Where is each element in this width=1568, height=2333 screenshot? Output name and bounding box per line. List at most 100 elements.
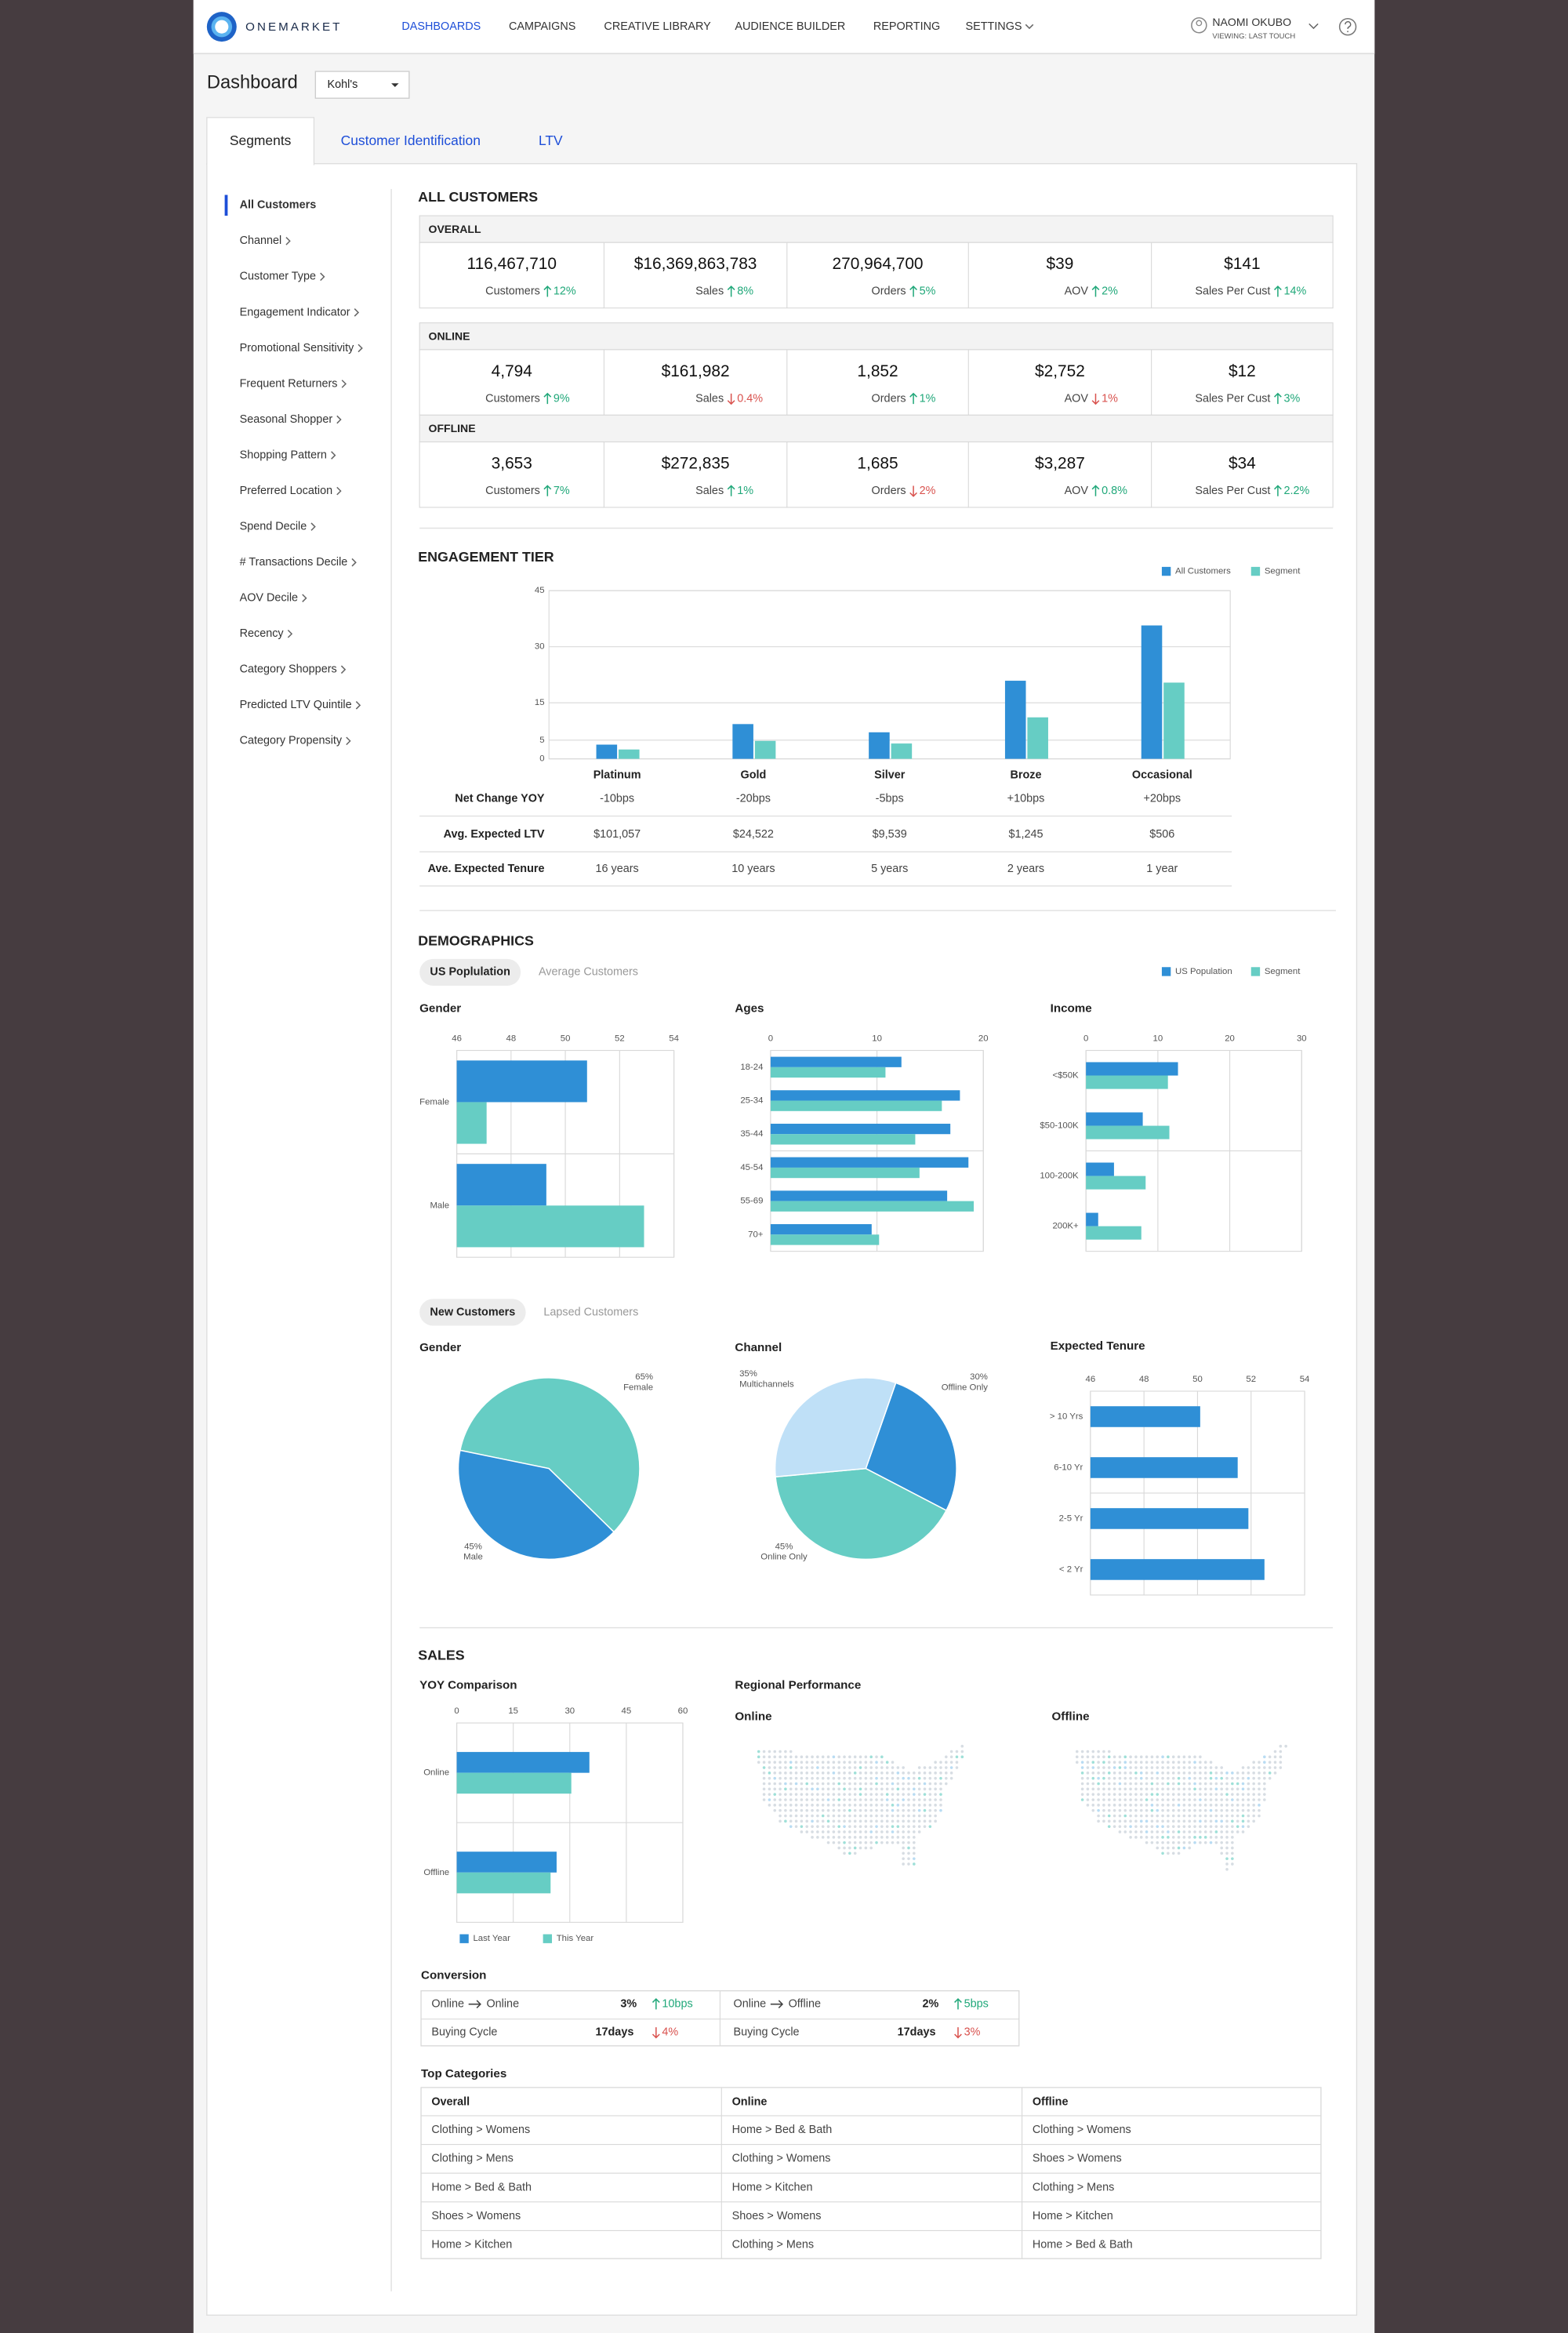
- map-dot: [917, 1819, 921, 1823]
- map-dot: [1199, 1772, 1202, 1775]
- map-dot: [1171, 1808, 1175, 1812]
- map-dot: [789, 1808, 793, 1812]
- user-menu-chevron[interactable]: [1308, 23, 1319, 30]
- map-dot: [945, 1761, 948, 1764]
- sidebar-item[interactable]: Recency: [240, 627, 285, 640]
- map-dot: [1123, 1804, 1127, 1807]
- map-dot: [832, 1766, 836, 1769]
- map-dot: [1182, 1825, 1186, 1828]
- sidebar-item[interactable]: Engagement Indicator: [240, 306, 350, 318]
- map-dot: [853, 1836, 857, 1839]
- map-dot: [1156, 1836, 1160, 1839]
- map-dot: [1193, 1782, 1196, 1786]
- tab[interactable]: Customer Identification: [341, 133, 481, 148]
- map-dot: [896, 1830, 900, 1833]
- nav-item[interactable]: CAMPAIGNS: [509, 20, 575, 33]
- bar: [456, 1752, 590, 1773]
- map-dot: [773, 1761, 777, 1764]
- tab[interactable]: Segments: [230, 133, 292, 148]
- map-dot: [1214, 1772, 1218, 1775]
- map-dot: [1102, 1808, 1105, 1812]
- kpi-change: 9%: [554, 392, 570, 405]
- map-dot: [1161, 1755, 1164, 1759]
- map-dot: [858, 1776, 862, 1780]
- sidebar-item[interactable]: Customer Type: [240, 271, 316, 283]
- map-dot: [902, 1804, 905, 1807]
- map-dot: [1171, 1761, 1175, 1764]
- map-dot: [1177, 1819, 1181, 1823]
- sidebar-item[interactable]: Frequent Returners: [240, 377, 338, 390]
- map-dot: [1231, 1836, 1234, 1839]
- map-dot: [1134, 1830, 1138, 1833]
- map-dot: [1209, 1819, 1213, 1823]
- map-dot: [869, 1830, 873, 1833]
- map-dot: [923, 1825, 927, 1828]
- map-dot: [832, 1776, 836, 1780]
- nav-item[interactable]: REPORTING: [873, 20, 940, 33]
- map-dot: [848, 1825, 851, 1828]
- sidebar-item[interactable]: Category Shoppers: [240, 663, 337, 676]
- sidebar-item[interactable]: # Transactions Decile: [240, 556, 348, 569]
- map-dot: [811, 1798, 814, 1801]
- map-dot: [955, 1750, 959, 1753]
- map-dot: [1091, 1793, 1095, 1796]
- active-tab[interactable]: [206, 117, 315, 165]
- user-icon[interactable]: [1191, 17, 1207, 34]
- sidebar-item[interactable]: Promotional Sensitivity: [240, 342, 355, 354]
- bar: [770, 1123, 951, 1135]
- map-dot: [779, 1782, 782, 1786]
- map-title: Online: [735, 1710, 771, 1724]
- toggle-pill[interactable]: [419, 1299, 526, 1326]
- map-dot: [1236, 1808, 1240, 1812]
- map-dot: [1118, 1776, 1122, 1780]
- toggle-option[interactable]: Average Customers: [539, 966, 638, 979]
- sidebar-item[interactable]: Spend Decile: [240, 520, 307, 532]
- sidebar-item[interactable]: Preferred Location: [240, 485, 333, 497]
- tab[interactable]: LTV: [539, 133, 563, 148]
- map-dot: [858, 1755, 862, 1759]
- map-dot: [1188, 1766, 1192, 1769]
- map-dot: [1177, 1772, 1181, 1775]
- toggle-option[interactable]: Lapsed Customers: [543, 1306, 638, 1318]
- map-dot: [1161, 1852, 1164, 1855]
- map-dot: [1123, 1819, 1127, 1823]
- bar: [770, 1067, 886, 1078]
- nav-item[interactable]: DASHBOARDS: [401, 20, 481, 33]
- trend-arrow: [1274, 392, 1282, 405]
- y-tick-label: 100-200K: [1040, 1172, 1079, 1181]
- x-tick-label: 30: [564, 1706, 575, 1716]
- map-dot: [848, 1814, 851, 1818]
- map-dot: [1145, 1793, 1149, 1796]
- map-dot: [1182, 1808, 1186, 1812]
- map-dot: [1193, 1772, 1196, 1775]
- sidebar-item[interactable]: AOV Decile: [240, 592, 298, 605]
- toggle-option[interactable]: US Poplulation: [430, 966, 510, 979]
- sidebar-item[interactable]: All Customers: [240, 199, 317, 212]
- sidebar-item[interactable]: Seasonal Shopper: [240, 413, 333, 426]
- toggle-option[interactable]: New Customers: [430, 1306, 515, 1318]
- nav-item[interactable]: AUDIENCE BUILDER: [735, 20, 845, 33]
- map-dot: [1112, 1761, 1116, 1764]
- sidebar-item[interactable]: Shopping Pattern: [240, 449, 327, 461]
- map-dot: [1220, 1772, 1223, 1775]
- sidebar-item[interactable]: Predicted LTV Quintile: [240, 699, 352, 711]
- map-dot: [885, 1830, 889, 1833]
- map-dot: [1167, 1808, 1170, 1812]
- x-tick-label: 45: [622, 1706, 632, 1716]
- kpi-label: Sales Per Cust: [1195, 285, 1270, 298]
- nav-item[interactable]: SETTINGS: [965, 20, 1022, 33]
- y-tick-label: 30: [535, 642, 545, 652]
- map-dot: [1258, 1808, 1261, 1812]
- sidebar-item[interactable]: Category Propensity: [240, 735, 343, 747]
- table-cell: $101,057: [593, 828, 641, 841]
- map-dot: [816, 1793, 819, 1796]
- help-icon[interactable]: [1338, 17, 1357, 36]
- chevron: [1025, 24, 1034, 30]
- account-name[interactable]: Kohl's: [328, 78, 358, 91]
- nav-item[interactable]: CREATIVE LIBRARY: [604, 20, 711, 33]
- map-dot: [869, 1776, 873, 1780]
- map-dot: [858, 1836, 862, 1839]
- sidebar-item[interactable]: Channel: [240, 234, 282, 247]
- toggle-pill[interactable]: [419, 958, 521, 986]
